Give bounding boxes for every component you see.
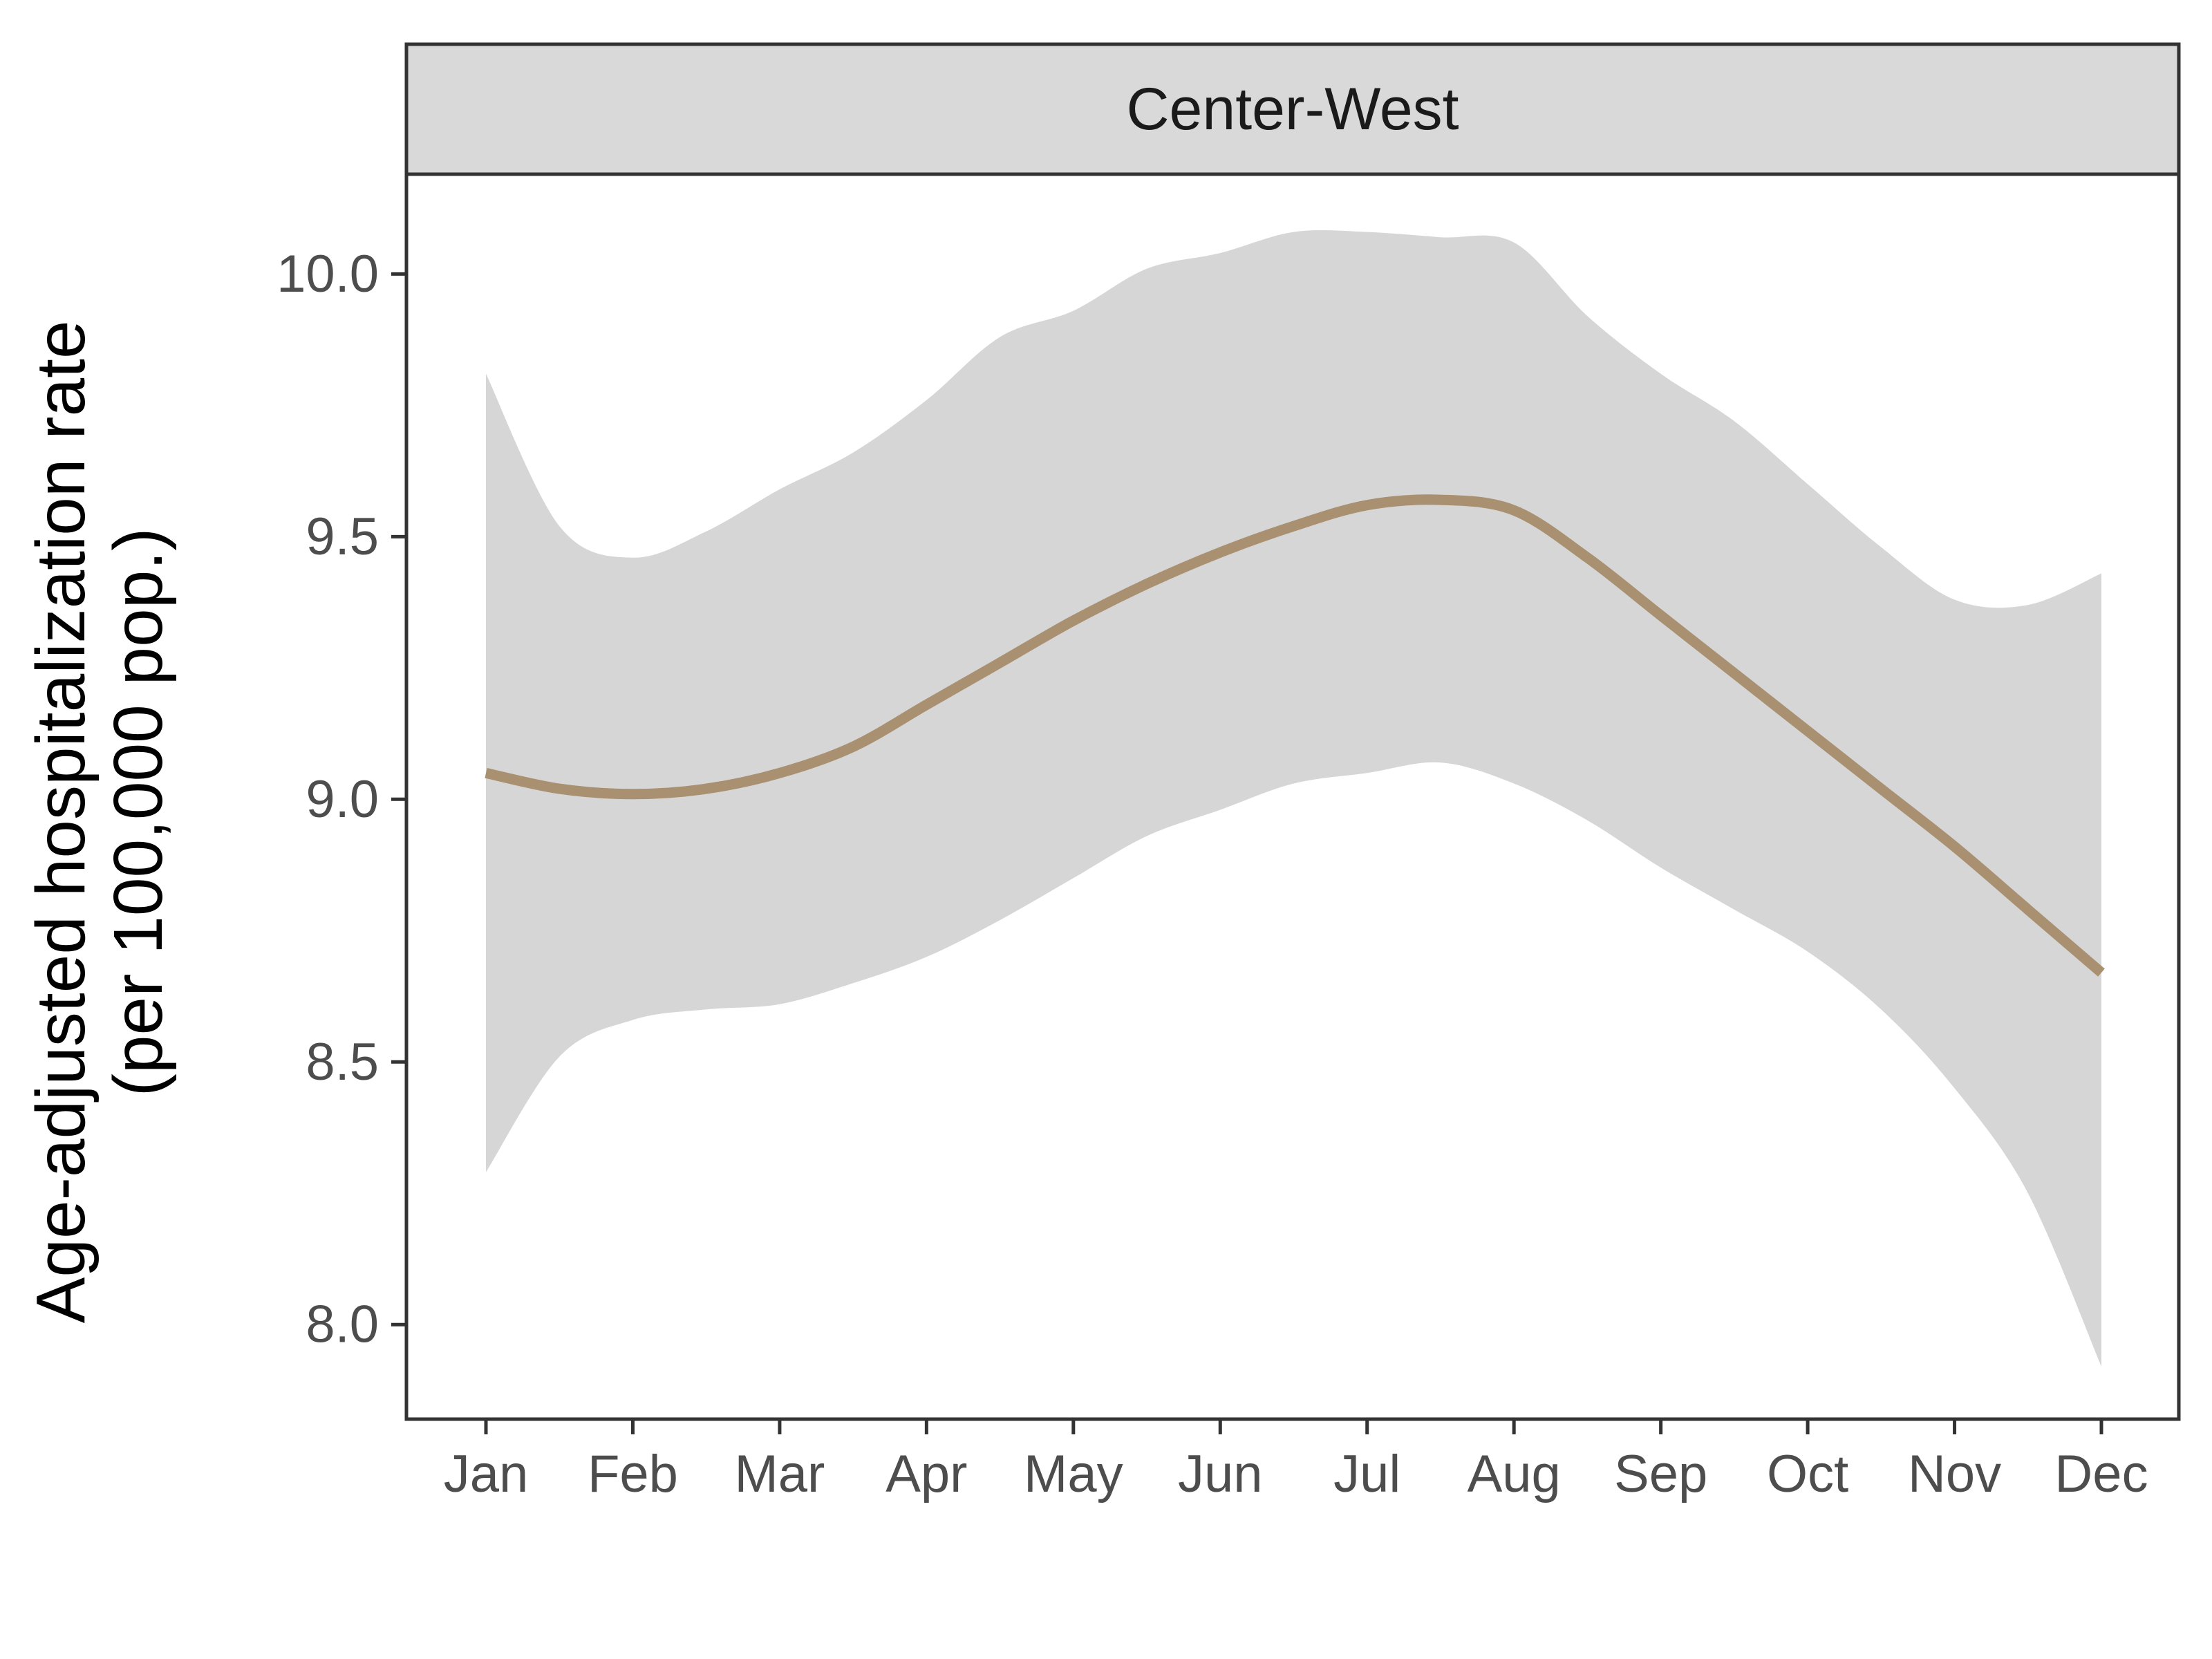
y-axis-title: Age-adjusted hospitalization rate (per 1… (22, 301, 177, 1324)
x-tick-label: Aug (1468, 1445, 1561, 1503)
facet-strip-label: Center-West (1126, 76, 1459, 142)
x-tick-label: Dec (2054, 1445, 2148, 1503)
x-tick-label: May (1024, 1445, 1123, 1503)
x-axis: Jan Feb Mar Apr May Jun Jul Aug Sep Oct Nov Dec (444, 1419, 2148, 1503)
facet-strip (404, 42, 2181, 176)
x-tick-label: Feb (588, 1445, 678, 1503)
series-line (485, 494, 2105, 977)
x-tick-label: Jan (444, 1445, 529, 1503)
plot-layer (485, 230, 2105, 1367)
y-tick-label: 8.5 (306, 1033, 379, 1091)
x-tick-label: Apr (885, 1445, 967, 1503)
y-axis-title-line-1: Age-adjusted hospitalization rate (22, 320, 100, 1323)
y-tick-label: 9.5 (306, 507, 379, 566)
x-tick-label: Mar (734, 1445, 825, 1503)
x-tick-label: Nov (1908, 1445, 2001, 1503)
y-axis: 8.0 8.5 9.0 9.5 10.0 (276, 245, 406, 1354)
y-axis-title-line-2: (per 100,000 pop.) (100, 528, 177, 1097)
confidence-ribbon (486, 230, 2101, 1367)
x-tick-label: Jun (1178, 1445, 1263, 1503)
plot-panel-frame (404, 172, 2181, 1421)
x-tick-label: Oct (1767, 1445, 1848, 1503)
y-tick-label: 8.0 (306, 1295, 379, 1354)
x-tick-label: Jul (1333, 1445, 1400, 1503)
y-tick-label: 9.0 (306, 770, 379, 829)
x-tick-label: Sep (1614, 1445, 1707, 1503)
y-tick-label: 10.0 (276, 245, 379, 303)
